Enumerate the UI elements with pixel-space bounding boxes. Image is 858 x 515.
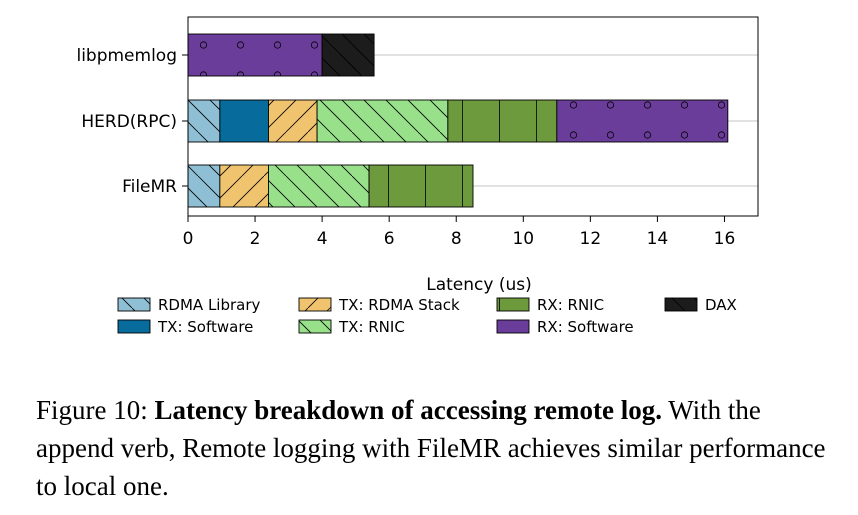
latency-breakdown-chart: 0 2 4 6 8 10 12 14 16 libpmemlog HERD(RPC) FileMR L… bbox=[76, 16, 759, 336]
legend-label-tx-software: TX: Software bbox=[157, 318, 253, 336]
legend-item-tx-rdma-stack: TX: RDMA Stack bbox=[298, 296, 460, 314]
bar-libpmemlog-dax bbox=[321, 33, 375, 77]
x-tick-label-2: 2 bbox=[250, 229, 261, 249]
legend-label-dax: DAX bbox=[705, 296, 737, 314]
x-tick-label-12: 12 bbox=[580, 229, 602, 249]
plot-frame bbox=[187, 16, 759, 217]
axes: 0 2 4 6 8 10 12 14 16 libpmemlog HERD(RPC) FileMR bbox=[76, 46, 735, 249]
legend-item-rdma-library: RDMA Library bbox=[117, 296, 261, 314]
bar-filemr-rdma-library bbox=[187, 164, 221, 208]
legend-item-rx-rnic: RX: RNIC bbox=[496, 296, 604, 314]
y-tick-label-herd-rpc: HERD(RPC) bbox=[81, 112, 177, 132]
x-tick-label-10: 10 bbox=[512, 229, 534, 249]
x-tick-label-14: 14 bbox=[647, 229, 669, 249]
x-tick-label-4: 4 bbox=[317, 229, 328, 249]
bar-herd-rpc-tx-rdma-stack bbox=[268, 99, 318, 143]
figure-caption: Figure 10: Latency breakdown of accessin… bbox=[36, 391, 836, 505]
x-tick-label-16: 16 bbox=[714, 229, 736, 249]
legend-item-rx-software: RX: Software bbox=[496, 318, 634, 336]
legend-item-tx-rnic: TX: RNIC bbox=[298, 318, 405, 336]
caption-title: Latency breakdown of accessing remote lo… bbox=[154, 395, 662, 425]
y-tick-label-libpmemlog: libpmemlog bbox=[76, 46, 177, 66]
bar-herd-rpc-rx-software bbox=[556, 99, 729, 143]
legend-item-tx-software: TX: Software bbox=[117, 318, 253, 336]
caption-text: With the append verb, Remote logging wit… bbox=[36, 395, 826, 501]
bar-herd-rpc-tx-software bbox=[219, 99, 269, 143]
legend-label-rx-software: RX: Software bbox=[537, 318, 634, 336]
bar-filemr-tx-rnic bbox=[268, 164, 370, 208]
bar-herd-rpc-rx-rnic bbox=[447, 99, 558, 143]
x-axis-label: Latency (us) bbox=[426, 275, 532, 295]
bar-herd-rpc-tx-rnic bbox=[316, 99, 449, 143]
legend-label-rx-rnic: RX: RNIC bbox=[537, 296, 604, 314]
bar-filemr-rx-rnic bbox=[368, 164, 474, 208]
bar-herd-rpc-rdma-library bbox=[187, 99, 221, 143]
y-tick-label-filemr: FileMR bbox=[122, 177, 177, 197]
caption-label: Figure 10: bbox=[36, 395, 148, 425]
bar-libpmemlog-rx-software bbox=[187, 33, 323, 77]
legend-label-rdma-library: RDMA Library bbox=[158, 296, 261, 314]
bar-filemr-tx-rdma-stack bbox=[219, 164, 269, 208]
x-tick-label-8: 8 bbox=[451, 229, 462, 249]
legend-label-tx-rnic: TX: RNIC bbox=[338, 318, 405, 336]
x-tick-label-0: 0 bbox=[183, 229, 194, 249]
legend-label-tx-rdma-stack: TX: RDMA Stack bbox=[338, 296, 460, 314]
legend-item-dax: DAX bbox=[664, 296, 737, 314]
bars bbox=[187, 33, 729, 208]
legend: RDMA Library TX: Software TX: RDMA Stack TX… bbox=[117, 296, 737, 336]
x-tick-label-6: 6 bbox=[384, 229, 395, 249]
